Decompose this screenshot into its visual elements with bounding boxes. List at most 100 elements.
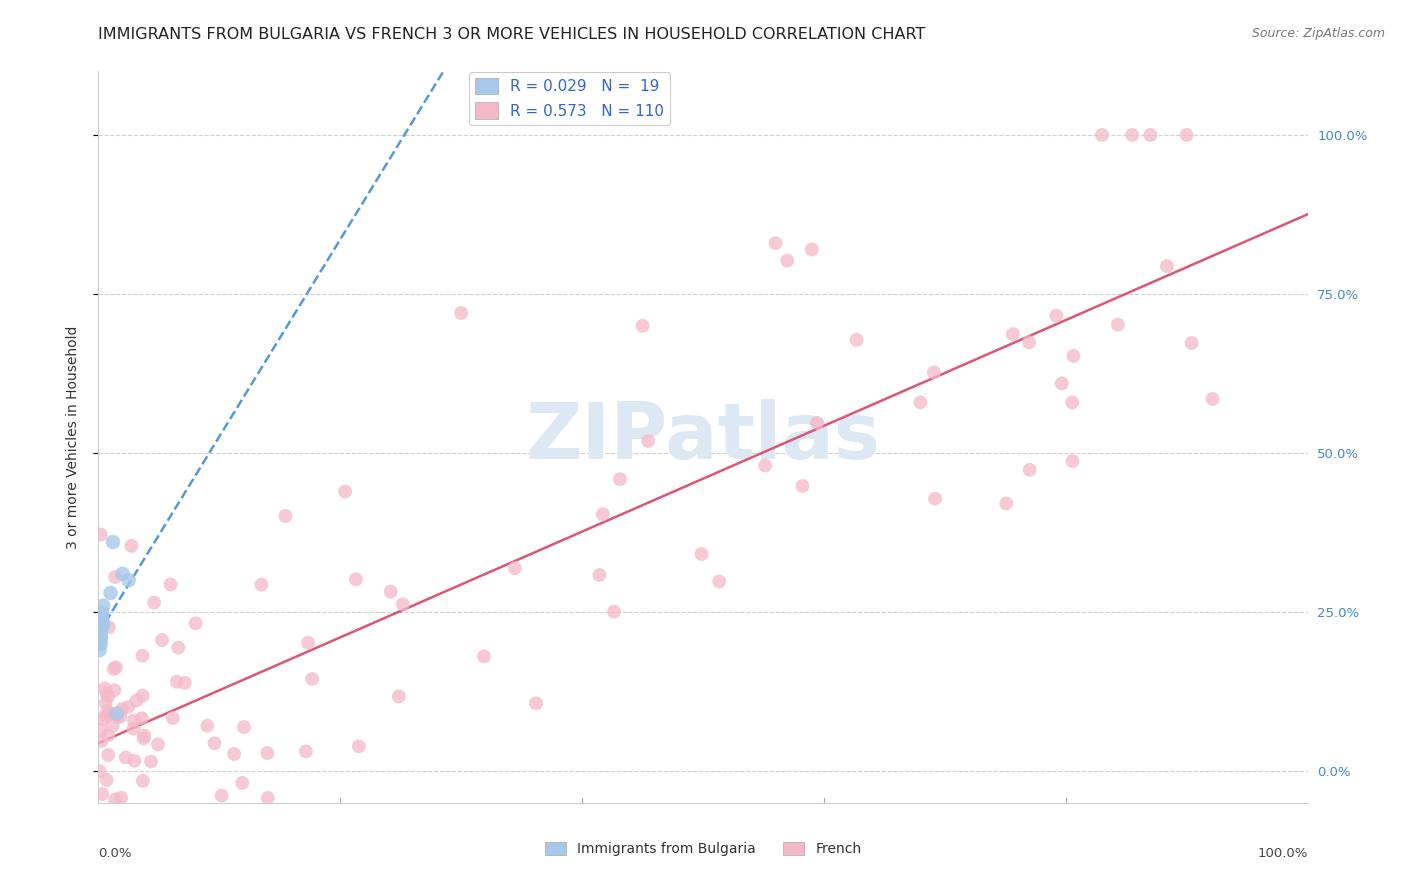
Point bbox=[89, 643, 111, 657]
Point bbox=[380, 584, 402, 599]
Point bbox=[637, 434, 659, 448]
Point bbox=[103, 683, 125, 698]
Point bbox=[167, 640, 190, 655]
Point bbox=[96, 772, 118, 787]
Point bbox=[105, 854, 128, 868]
Point bbox=[101, 718, 124, 732]
Point bbox=[94, 696, 117, 710]
Point bbox=[1121, 128, 1143, 142]
Point bbox=[131, 711, 153, 725]
Point bbox=[91, 605, 114, 619]
Point bbox=[97, 690, 120, 704]
Point bbox=[114, 750, 136, 764]
Point bbox=[97, 747, 120, 762]
Point bbox=[90, 631, 112, 645]
Point bbox=[503, 561, 526, 575]
Point bbox=[295, 744, 318, 758]
Point bbox=[922, 366, 945, 380]
Point bbox=[90, 864, 112, 879]
Point bbox=[765, 236, 787, 251]
Point bbox=[754, 458, 776, 473]
Point bbox=[1156, 259, 1178, 273]
Point bbox=[204, 736, 226, 750]
Point bbox=[524, 696, 547, 710]
Point bbox=[103, 662, 125, 676]
Point bbox=[162, 711, 184, 725]
Point bbox=[1139, 128, 1161, 142]
Point bbox=[1201, 392, 1223, 406]
Point bbox=[301, 672, 323, 686]
Point bbox=[184, 616, 207, 631]
Point bbox=[98, 887, 121, 892]
Point bbox=[143, 596, 166, 610]
Point bbox=[603, 605, 626, 619]
Point bbox=[709, 574, 731, 589]
Point bbox=[101, 535, 124, 549]
Point bbox=[94, 708, 117, 723]
Point bbox=[776, 253, 799, 268]
Point bbox=[233, 720, 256, 734]
Point bbox=[222, 747, 245, 761]
Point bbox=[91, 712, 114, 726]
Point bbox=[910, 395, 932, 409]
Text: 100.0%: 100.0% bbox=[1257, 847, 1308, 860]
Point bbox=[1062, 395, 1084, 409]
Point bbox=[90, 617, 112, 632]
Point bbox=[344, 572, 367, 586]
Point bbox=[257, 790, 280, 805]
Point bbox=[89, 624, 111, 638]
Point bbox=[107, 710, 129, 724]
Point bbox=[250, 577, 273, 591]
Point bbox=[472, 649, 495, 664]
Point bbox=[89, 631, 111, 645]
Point bbox=[388, 690, 411, 704]
Point bbox=[131, 648, 153, 663]
Point bbox=[91, 787, 114, 801]
Point bbox=[159, 577, 181, 591]
Point bbox=[297, 636, 319, 650]
Text: IMMIGRANTS FROM BULGARIA VS FRENCH 3 OR MORE VEHICLES IN HOUSEHOLD CORRELATION C: IMMIGRANTS FROM BULGARIA VS FRENCH 3 OR … bbox=[98, 27, 925, 42]
Point bbox=[924, 491, 946, 506]
Point bbox=[90, 527, 112, 541]
Point bbox=[121, 539, 143, 553]
Point bbox=[125, 694, 148, 708]
Point bbox=[195, 719, 218, 733]
Point bbox=[90, 734, 112, 748]
Point bbox=[89, 637, 111, 651]
Point bbox=[1107, 318, 1129, 332]
Point bbox=[96, 687, 118, 701]
Point bbox=[995, 496, 1018, 510]
Text: Source: ZipAtlas.com: Source: ZipAtlas.com bbox=[1251, 27, 1385, 40]
Point bbox=[110, 709, 132, 723]
Point bbox=[690, 547, 713, 561]
Point bbox=[347, 739, 370, 754]
Point bbox=[110, 790, 132, 805]
Point bbox=[89, 764, 111, 779]
Point bbox=[1181, 336, 1204, 351]
Point bbox=[800, 243, 823, 257]
Point bbox=[122, 722, 145, 736]
Point bbox=[100, 586, 122, 600]
Point bbox=[115, 838, 138, 852]
Point bbox=[1001, 327, 1024, 342]
Point bbox=[111, 702, 134, 716]
Point bbox=[118, 573, 141, 587]
Point bbox=[104, 843, 127, 857]
Point bbox=[333, 484, 356, 499]
Point bbox=[173, 803, 195, 817]
Point bbox=[166, 674, 188, 689]
Point bbox=[1091, 128, 1114, 142]
Point bbox=[93, 805, 115, 820]
Point bbox=[211, 789, 233, 803]
Point bbox=[104, 570, 127, 584]
Point bbox=[91, 617, 114, 632]
Text: ZIPatlas: ZIPatlas bbox=[526, 399, 880, 475]
Point bbox=[150, 633, 173, 648]
Point bbox=[97, 728, 120, 742]
Point bbox=[111, 566, 134, 581]
Point bbox=[1045, 309, 1067, 323]
Point bbox=[588, 568, 610, 582]
Text: 0.0%: 0.0% bbox=[98, 847, 132, 860]
Point bbox=[91, 611, 114, 625]
Point bbox=[93, 681, 115, 696]
